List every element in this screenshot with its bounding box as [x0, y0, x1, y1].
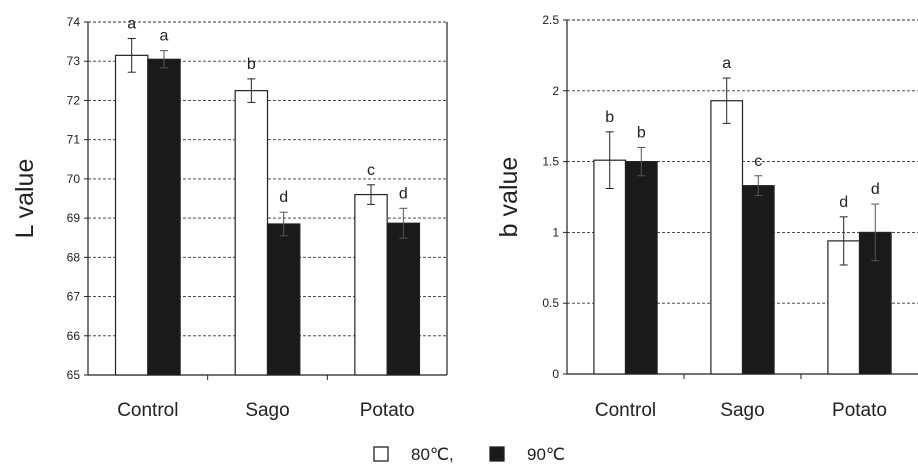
significance-label: c	[754, 153, 762, 170]
legend-label-90: 90℃	[527, 445, 565, 464]
y-tick-label: 2	[552, 84, 559, 98]
significance-label: a	[722, 55, 731, 72]
x-label-sago: Sago	[720, 400, 764, 421]
y-tick-label: 1.5	[542, 155, 559, 169]
significance-label: b	[637, 124, 646, 141]
bar-potato-80	[354, 193, 388, 376]
legend-swatch-80	[373, 446, 389, 462]
bar-sago-80	[710, 100, 744, 375]
y-tick-label: 0.5	[542, 296, 559, 310]
b-value-chart: 0 0.5 1 1.5 2 2.5 Control Sago Potato b a d b c d b val…	[495, 13, 918, 421]
y-tick-label: 70	[67, 172, 81, 186]
bar-control-90	[624, 161, 658, 375]
bar-sago-90	[266, 223, 301, 376]
significance-label: d	[871, 181, 880, 198]
significance-label: b	[605, 109, 614, 126]
y-tick-label: 0	[552, 367, 559, 381]
bar-control-80	[114, 54, 149, 376]
y-tick-label: 72	[67, 93, 81, 107]
bar-sago-80	[234, 90, 269, 376]
bar-control-90	[147, 58, 181, 376]
x-label-control: Control	[595, 400, 656, 421]
l-value-chart: 65 66 67 68 69 70 71 72 73 74 Control Sago Potato a b c…	[11, 15, 448, 421]
legend-label-80: 80℃,	[411, 445, 454, 464]
legend-swatch-90	[489, 446, 505, 462]
y-tick-label: 69	[67, 211, 81, 225]
y-tick-label: 74	[67, 15, 81, 29]
y-axis-label: b value	[495, 157, 523, 238]
legend: 80℃, 90℃	[373, 445, 565, 464]
x-label-sago: Sago	[245, 400, 289, 421]
bar-control-80	[593, 159, 627, 375]
significance-label: c	[367, 162, 375, 179]
x-label-potato: Potato	[832, 400, 887, 421]
y-tick-label: 65	[67, 368, 81, 382]
significance-label: d	[279, 189, 288, 206]
y-tick-label: 66	[67, 329, 81, 343]
significance-label: d	[399, 185, 408, 202]
y-tick-label: 73	[67, 54, 81, 68]
y-tick-label: 2.5	[542, 13, 559, 27]
bar-potato-90	[386, 222, 421, 376]
y-tick-label: 1	[552, 225, 559, 239]
y-tick-label: 68	[67, 250, 81, 264]
bar-sago-90	[741, 185, 775, 375]
y-tick-label: 67	[67, 290, 81, 304]
significance-label: d	[839, 194, 848, 211]
significance-label: b	[247, 56, 256, 73]
significance-label: a	[160, 28, 169, 45]
y-axis-label: L value	[11, 159, 39, 239]
significance-label: a	[127, 15, 136, 32]
x-label-control: Control	[117, 400, 178, 421]
y-tick-label: 71	[67, 133, 81, 147]
x-label-potato: Potato	[360, 400, 415, 421]
